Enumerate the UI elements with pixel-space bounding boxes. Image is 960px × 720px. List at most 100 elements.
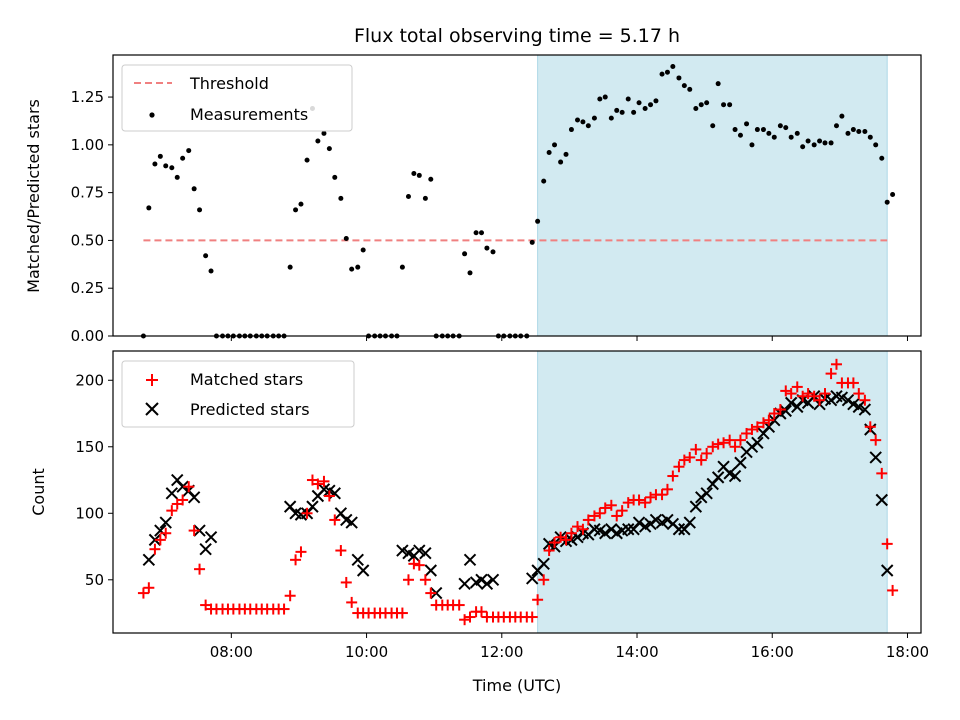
y-tick-label-0-2: 0.50 xyxy=(71,231,104,249)
measurement-point xyxy=(845,130,851,136)
measurement-point xyxy=(890,192,896,198)
matched-marker xyxy=(183,481,195,493)
predicted-marker xyxy=(711,471,725,484)
matched-marker xyxy=(301,507,313,519)
measurement-point xyxy=(648,102,654,108)
measurement-point xyxy=(788,134,794,140)
y-tick-label-0-3: 0.75 xyxy=(71,184,104,202)
predicted-marker xyxy=(880,564,894,577)
measurement-point xyxy=(163,163,169,169)
matched-marker xyxy=(335,545,347,557)
matched-marker xyxy=(143,582,155,594)
predicted-marker xyxy=(475,573,488,586)
matched-marker xyxy=(825,368,837,380)
predicted-marker xyxy=(695,491,708,504)
measurement-point xyxy=(529,239,535,245)
predicted-marker xyxy=(154,524,167,537)
measurement-point xyxy=(828,140,834,146)
x-tick-label-3: 14:00 xyxy=(615,643,658,661)
matched-marker xyxy=(718,437,730,449)
predicted-marker xyxy=(486,573,500,586)
matched-marker xyxy=(323,490,335,502)
y-axis-top: 0.00 0.25 0.50 0.75 1.00 1.25 xyxy=(71,88,113,345)
measurement-point xyxy=(321,130,327,136)
matched-markers xyxy=(137,358,899,626)
predicted-marker xyxy=(644,517,657,531)
matched-marker xyxy=(887,584,899,596)
y-tick-label-1-3: 200 xyxy=(75,371,104,389)
matched-marker xyxy=(284,590,296,602)
measurement-point xyxy=(326,146,332,152)
matched-marker xyxy=(768,408,780,420)
measurement-point xyxy=(428,176,434,182)
measurement-point xyxy=(479,230,485,236)
measurement-point xyxy=(664,69,670,75)
measurement-point xyxy=(636,100,642,106)
predicted-marker xyxy=(463,553,477,567)
measurement-point xyxy=(287,264,293,270)
matched-marker xyxy=(572,521,584,533)
measurement-point xyxy=(749,142,755,148)
predicted-marker xyxy=(689,500,703,513)
measurement-point xyxy=(867,134,873,140)
legend-measurement-swatch xyxy=(149,112,155,118)
measurement-point xyxy=(805,138,811,144)
measurement-point xyxy=(766,130,772,136)
measurement-point xyxy=(862,128,868,134)
panel-ratio: 0.00 0.25 0.50 0.75 1.00 1.25 Matched/Predict… xyxy=(24,54,922,345)
matched-marker xyxy=(684,451,696,463)
predicted-marker xyxy=(632,516,646,529)
matched-marker xyxy=(137,587,149,599)
matched-marker xyxy=(560,534,572,546)
measurement-point xyxy=(619,109,625,115)
matched-marker xyxy=(464,611,476,623)
measurement-point xyxy=(614,107,620,113)
matched-marker xyxy=(757,417,769,429)
predicted-marker xyxy=(661,513,674,527)
predicted-marker xyxy=(745,440,759,453)
matched-marker xyxy=(639,497,651,509)
x-tick-label-4: 16:00 xyxy=(751,643,794,661)
matched-marker xyxy=(526,611,538,623)
measurement-point xyxy=(839,113,845,119)
predicted-marker xyxy=(751,436,764,449)
matched-marker xyxy=(667,470,679,482)
measurement-point xyxy=(298,201,304,207)
predicted-marker xyxy=(622,523,635,536)
measurement-point xyxy=(715,81,721,87)
matched-marker xyxy=(819,388,831,400)
measurement-point xyxy=(698,102,704,108)
measurement-point xyxy=(332,174,338,180)
matched-marker xyxy=(476,606,488,618)
measurement-point xyxy=(591,115,597,121)
y-axis-bottom: 50 100 150 200 xyxy=(75,371,113,589)
measurement-point xyxy=(710,123,716,129)
matched-marker xyxy=(622,497,634,509)
measurement-point xyxy=(800,144,806,150)
measurement-point xyxy=(670,63,676,69)
predicted-marker xyxy=(159,516,172,529)
x-axis-bottom: 08:00 10:00 12:00 14:00 16:00 18:00 xyxy=(210,633,929,661)
measurement-point xyxy=(180,155,186,161)
matched-marker xyxy=(797,390,809,402)
measurement-point xyxy=(721,102,727,108)
chart-title: Flux total observing time = 5.17 h xyxy=(354,25,680,47)
measurement-point xyxy=(575,117,581,123)
matched-marker xyxy=(413,559,425,571)
measurement-point xyxy=(146,205,152,211)
measurement-point xyxy=(484,245,490,251)
matched-marker xyxy=(177,494,189,506)
predicted-marker xyxy=(869,451,882,464)
predicted-marker xyxy=(728,469,742,483)
legend-predicted-label: Predicted stars xyxy=(190,400,310,419)
predicted-marker xyxy=(537,557,550,571)
matched-marker xyxy=(701,447,713,459)
predicted-marker xyxy=(672,523,686,536)
matched-marker xyxy=(538,574,550,586)
matched-marker xyxy=(616,505,628,517)
matched-marker xyxy=(329,514,341,526)
predicted-marker xyxy=(599,527,612,540)
y-tick-label-0-1: 0.25 xyxy=(71,279,104,297)
y-tick-label-1-0: 50 xyxy=(85,571,104,589)
predicted-marker xyxy=(700,487,713,500)
